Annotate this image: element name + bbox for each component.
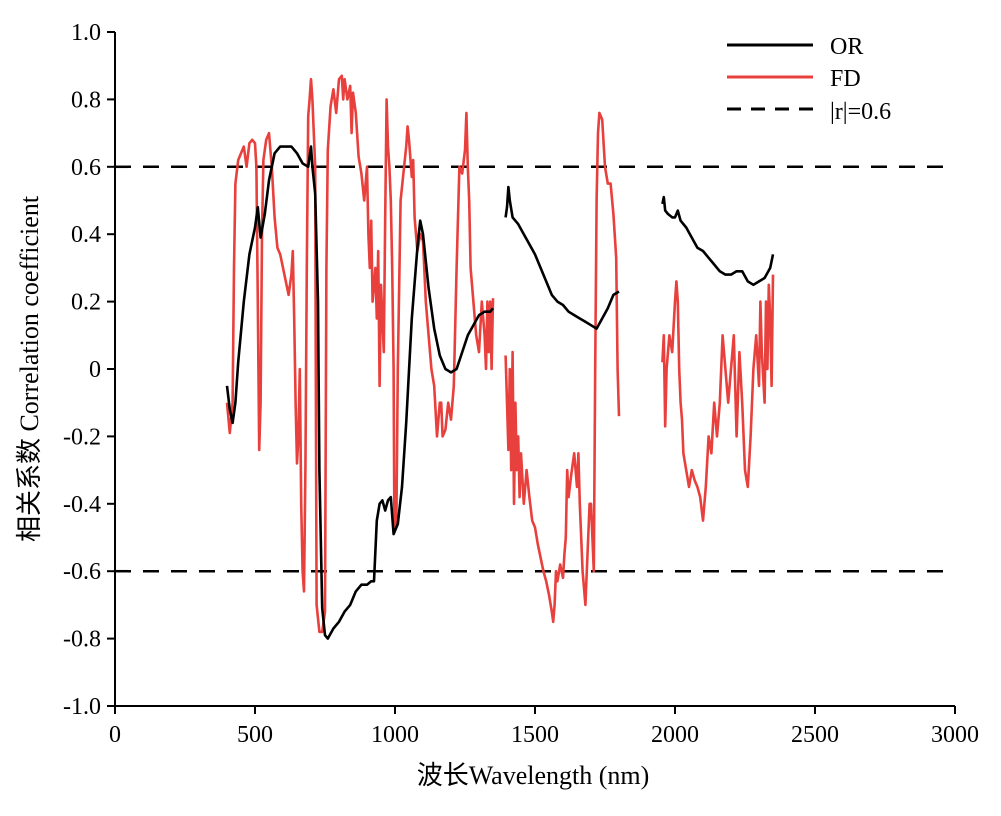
legend: OR FD |r|=0.6 xyxy=(727,34,891,125)
legend-label-fd: FD xyxy=(830,66,861,92)
y-tick-label: 0.8 xyxy=(71,87,101,113)
series-lines xyxy=(225,74,775,640)
y-tick-label: 0.4 xyxy=(71,222,101,248)
series-line-or xyxy=(504,185,620,330)
x-tick-label: 500 xyxy=(237,722,273,748)
y-tick-label: 0.6 xyxy=(71,155,101,181)
series-line-fd xyxy=(504,111,621,624)
y-tick-label: -1.0 xyxy=(63,694,101,720)
x-axis-title: 波长Wavelength (nm) xyxy=(417,761,650,790)
y-tick-label: -0.4 xyxy=(63,492,101,518)
y-tick-label: 0.2 xyxy=(71,290,101,316)
x-tick-label: 2500 xyxy=(791,722,839,748)
x-tick-label: 2000 xyxy=(651,722,699,748)
series-line-or xyxy=(225,145,495,640)
axes xyxy=(114,32,955,707)
legend-item-fd: FD xyxy=(727,66,861,92)
x-tick-label: 1500 xyxy=(511,722,559,748)
series-line-fd xyxy=(225,74,495,634)
legend-label-or: OR xyxy=(830,34,863,60)
y-tick-label: -0.2 xyxy=(63,424,101,450)
x-ticks: 0 500 1000 1500 2000 2500 3000 xyxy=(109,706,979,748)
threshold-lines xyxy=(115,165,955,573)
y-tick-label: -0.6 xyxy=(63,559,101,585)
x-tick-label: 3000 xyxy=(931,722,979,748)
x-tick-label: 1000 xyxy=(371,722,419,748)
series-line-or xyxy=(661,195,775,287)
y-tick-label: -0.8 xyxy=(63,627,101,653)
y-ticks: 1.0 0.8 0.6 0.4 0.2 0 -0.2 -0.4 -0.6 -0.8 -1.0 xyxy=(63,20,115,720)
x-tick-label: 0 xyxy=(109,722,121,748)
legend-item-or: OR xyxy=(727,34,863,60)
legend-label-threshold: |r|=0.6 xyxy=(830,99,891,125)
y-tick-label: 1.0 xyxy=(71,20,101,46)
y-axis-title: 相关系数 Correlation coefficient xyxy=(15,195,44,542)
legend-item-threshold: |r|=0.6 xyxy=(727,99,891,125)
series-line-fd xyxy=(661,274,775,522)
y-tick-label: 0 xyxy=(89,357,101,383)
